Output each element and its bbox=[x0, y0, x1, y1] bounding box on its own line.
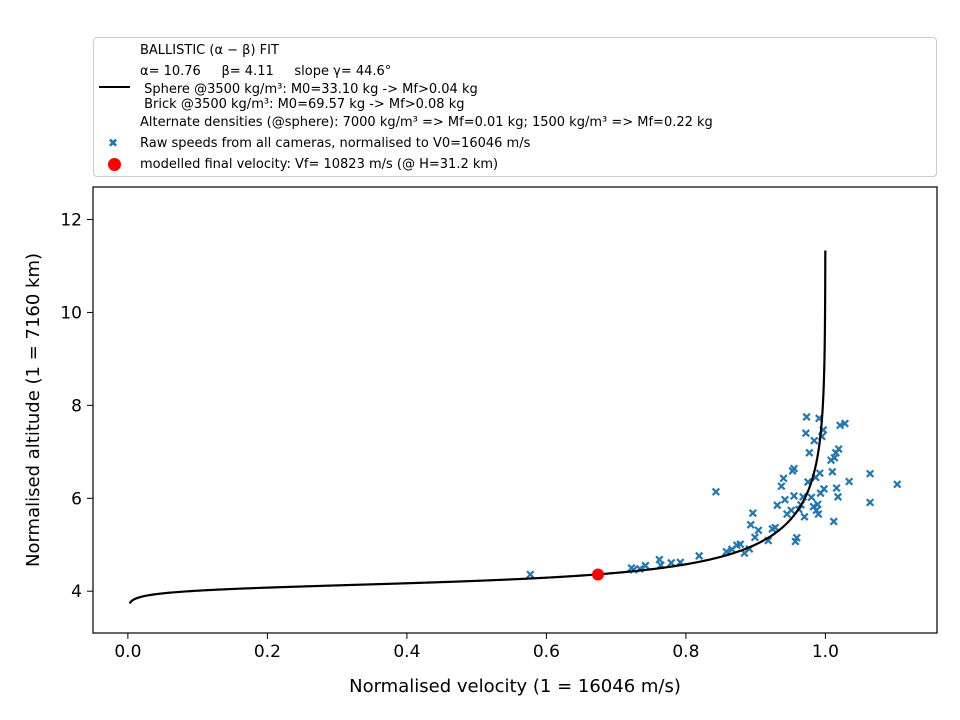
scatter-point bbox=[754, 526, 763, 535]
y-tick-label: 10 bbox=[60, 303, 82, 323]
legend-brick-mass: Brick @3500 kg/m³: M0=69.57 kg -> Mf>0.0… bbox=[140, 97, 465, 112]
scatter-point bbox=[802, 412, 811, 422]
legend-scatter-label: Raw speeds from all cameras, normalised … bbox=[140, 136, 531, 151]
legend-fit-params: α= 10.76 β= 4.11 slope γ= 44.6° bbox=[140, 64, 392, 79]
scatter-point bbox=[750, 533, 760, 542]
scatter-point bbox=[746, 520, 755, 529]
x-tick-label: 1.0 bbox=[812, 642, 839, 662]
legend-alternate-densities: Alternate densities (@sphere): 7000 kg/m… bbox=[140, 115, 713, 130]
scatter-point bbox=[526, 570, 535, 579]
x-tick-label: 0.0 bbox=[114, 642, 141, 662]
scatter-point bbox=[832, 483, 841, 493]
legend-fit-line-swatch bbox=[99, 86, 130, 88]
plot-area bbox=[128, 250, 902, 605]
scatter-point bbox=[792, 533, 801, 542]
scatter-point bbox=[779, 474, 788, 483]
scatter-point bbox=[828, 467, 837, 476]
legend-fit-title: BALLISTIC (α − β) FIT bbox=[140, 43, 279, 58]
scatter-point bbox=[814, 509, 823, 519]
scatter-point bbox=[845, 477, 854, 486]
y-tick-label: 6 bbox=[71, 489, 82, 509]
scatter-point bbox=[829, 517, 838, 526]
scatter-point bbox=[805, 448, 814, 457]
scatter-point bbox=[771, 523, 780, 532]
scatter-point bbox=[810, 436, 819, 445]
scatter-point bbox=[835, 421, 845, 430]
scatter-point bbox=[777, 482, 786, 491]
scatter-point bbox=[773, 501, 782, 510]
scatter-point bbox=[667, 558, 676, 567]
scatter-point bbox=[815, 469, 824, 478]
scatter-point bbox=[801, 429, 810, 438]
legend-scatter-marker: ✖ bbox=[108, 136, 119, 150]
scatter-point bbox=[865, 498, 875, 507]
y-tick-label: 12 bbox=[60, 211, 82, 231]
scatter-point bbox=[789, 491, 799, 501]
plot-frame bbox=[92, 186, 938, 634]
scatter-point bbox=[736, 540, 745, 549]
scatter-point bbox=[780, 495, 790, 504]
scatter-point bbox=[865, 469, 875, 478]
scatter-point bbox=[748, 509, 757, 518]
x-axis-label: Normalised velocity (1 = 16046 m/s) bbox=[349, 676, 681, 697]
scatter-point bbox=[834, 444, 843, 454]
scatter-point bbox=[893, 480, 902, 489]
final-velocity-point bbox=[592, 568, 605, 581]
x-tick-label: 0.4 bbox=[393, 642, 420, 662]
legend-final-point-label: modelled final velocity: Vf= 10823 m/s (… bbox=[140, 157, 499, 172]
axis-ticks: 0.0 0.2 0.4 0.6 0.8 1.0 4 6 8 10 12 bbox=[60, 211, 839, 662]
scatter-point bbox=[789, 464, 799, 473]
y-tick-label: 4 bbox=[71, 582, 82, 602]
scatter-point bbox=[833, 492, 843, 501]
legend-final-point-marker bbox=[108, 158, 121, 171]
scatter-point bbox=[711, 487, 720, 496]
scatter-point bbox=[695, 551, 704, 560]
scatter-point bbox=[787, 506, 796, 515]
y-axis-label: Normalised altitude (1 = 7160 km) bbox=[23, 253, 44, 567]
x-tick-label: 0.2 bbox=[254, 642, 281, 662]
scatter-point bbox=[840, 419, 850, 428]
x-tick-label: 0.8 bbox=[672, 642, 699, 662]
legend: BALLISTIC (α − β) FIT α= 10.76 β= 4.11 s… bbox=[93, 37, 937, 177]
x-tick-label: 0.6 bbox=[533, 642, 560, 662]
ballistic-fit-line bbox=[128, 250, 827, 605]
scatter-point bbox=[819, 484, 829, 494]
scatter-point bbox=[641, 561, 650, 570]
scatter-point bbox=[655, 555, 664, 564]
y-tick-label: 8 bbox=[71, 396, 82, 416]
scatter-point bbox=[807, 493, 816, 502]
scatter-point bbox=[813, 500, 822, 509]
scatter-point bbox=[800, 512, 809, 521]
legend-sphere-mass: Sphere @3500 kg/m³: M0=33.10 kg -> Mf>0.… bbox=[140, 82, 478, 97]
